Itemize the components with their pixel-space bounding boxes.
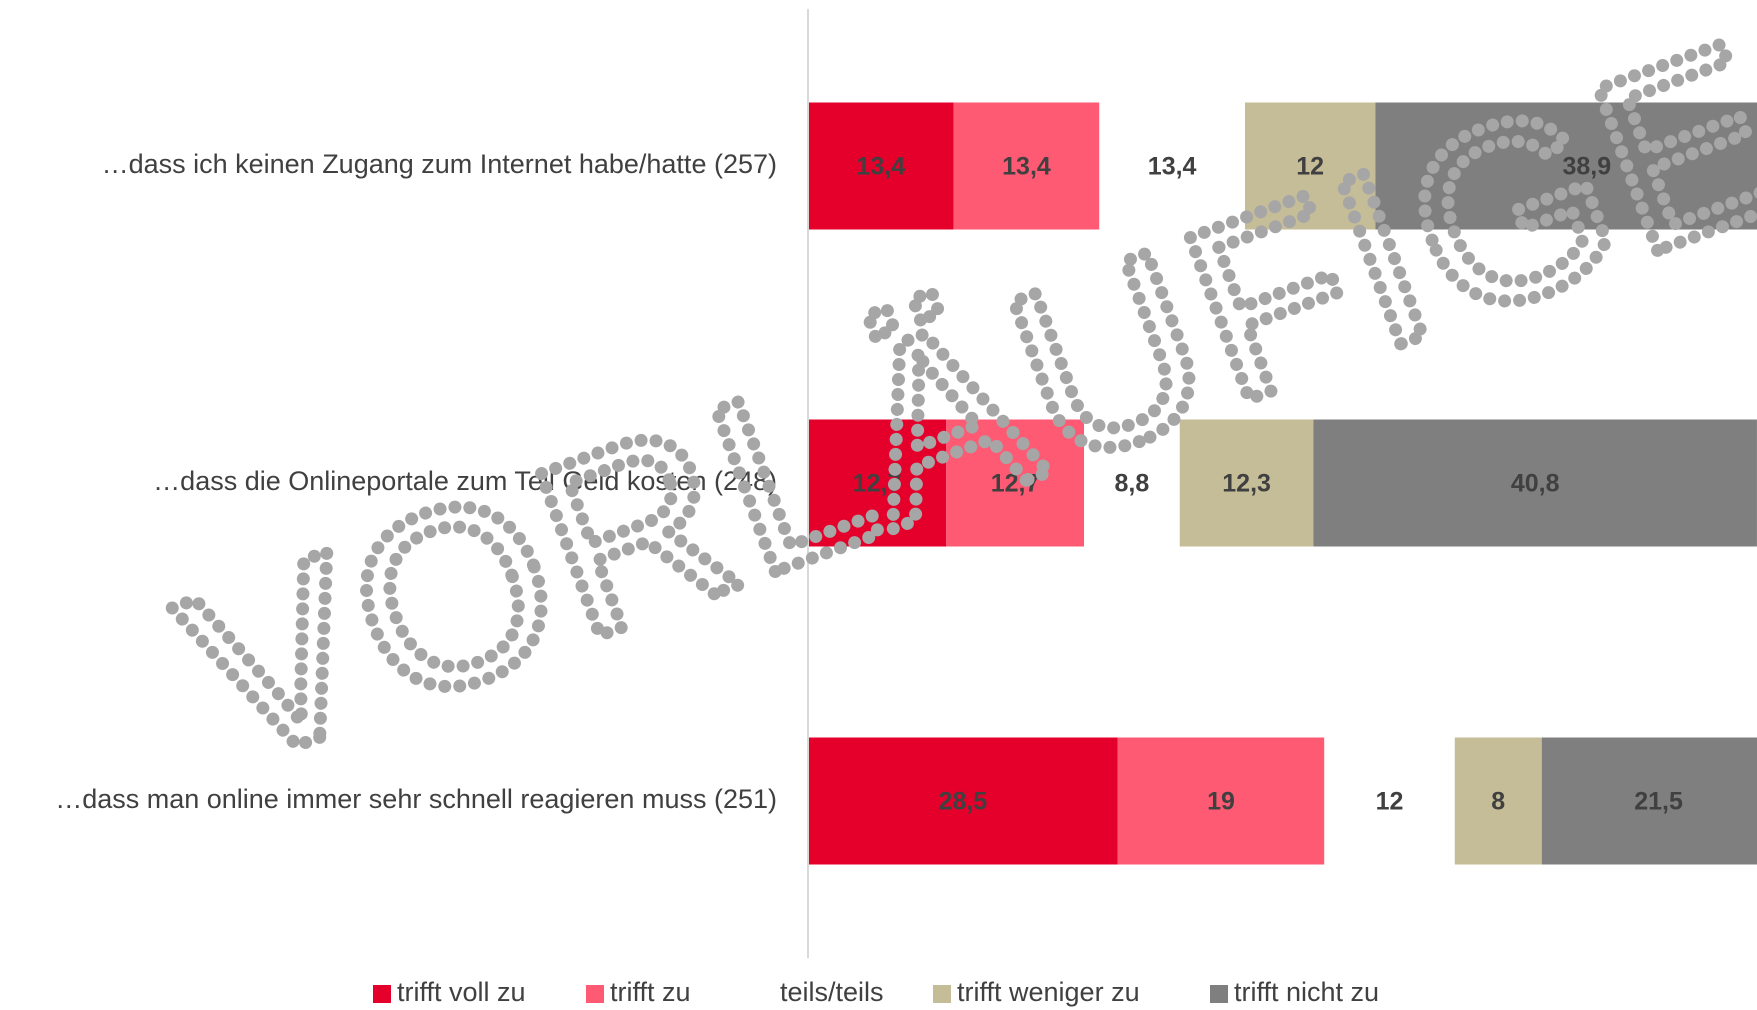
bar-segment	[946, 419, 1085, 547]
data-label: 8,8	[1115, 470, 1150, 498]
category-label: …dass die Onlineportale zum Teil Geld ko…	[153, 466, 777, 496]
legend-swatch	[1210, 985, 1228, 1003]
bar-segment	[808, 419, 947, 547]
data-label: 13,4	[1148, 153, 1197, 181]
legend-swatch	[373, 985, 391, 1003]
bar-segment	[808, 737, 1118, 865]
data-label: 19	[1207, 788, 1235, 816]
data-label: 40,8	[1511, 470, 1560, 498]
category-label: …dass ich keinen Zugang zum Internet hab…	[102, 149, 777, 179]
bar-segment	[953, 102, 1100, 230]
bar-segment	[1117, 737, 1325, 865]
bar-segment	[1375, 102, 1757, 230]
legend-label: trifft zu	[610, 977, 691, 1007]
bar-segment	[808, 102, 954, 230]
legend-label: teils/teils	[780, 977, 884, 1007]
bar-segment	[1099, 102, 1245, 230]
data-label: 13,4	[856, 153, 905, 181]
bar-segment	[1313, 419, 1757, 547]
bar-segment	[1179, 419, 1314, 547]
data-label: 12	[1296, 153, 1324, 181]
data-label: 13,4	[1002, 153, 1051, 181]
legend-swatch	[933, 985, 951, 1003]
data-label: 28,5	[939, 788, 988, 816]
bar-segment	[1454, 737, 1542, 865]
bar-segment	[1084, 419, 1180, 547]
legend-label: trifft voll zu	[397, 977, 526, 1007]
data-label: 12,3	[1222, 470, 1271, 498]
data-label: 12,7	[991, 470, 1040, 498]
data-label: 12,7	[853, 470, 902, 498]
legend-label: trifft weniger zu	[957, 977, 1140, 1007]
data-label: 38,9	[1562, 153, 1611, 181]
data-label: 8	[1491, 788, 1505, 816]
bar-segment	[1541, 737, 1757, 865]
legend-swatch	[756, 985, 774, 1003]
category-label: …dass man online immer sehr schnell reag…	[55, 784, 777, 814]
legend-swatch	[586, 985, 604, 1003]
data-label: 21,5	[1634, 788, 1683, 816]
bar-segment	[1244, 102, 1376, 230]
legend-label: trifft nicht zu	[1234, 977, 1379, 1007]
data-label: 12	[1376, 788, 1404, 816]
bar-segment	[1324, 737, 1455, 865]
